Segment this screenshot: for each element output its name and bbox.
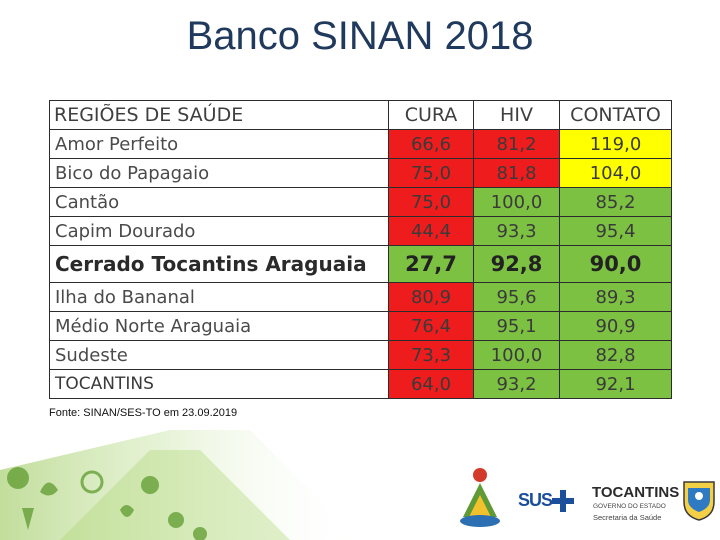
contato-cell: 92,1 <box>559 369 672 399</box>
tocantins-brand: TOCANTINS <box>592 484 680 501</box>
cura-cell: 27,7 <box>388 245 474 283</box>
footer-decoration <box>0 430 360 540</box>
contato-cell: 119,0 <box>559 129 672 159</box>
header-cura: CURA <box>388 100 474 130</box>
cura-cell: 66,6 <box>388 129 474 159</box>
secretaria-text: Secretaria da Saúde <box>593 513 662 522</box>
region-cell: Cerrado Tocantins Araguaia <box>49 245 389 283</box>
hiv-cell: 81,8 <box>473 158 560 188</box>
region-cell: Cantão <box>49 187 389 217</box>
table-row: Amor Perfeito 66,6 81,2 119,0 <box>49 129 672 159</box>
governo-text: GOVERNO DO ESTADO <box>593 503 666 510</box>
source-note: Fonte: SINAN/SES-TO em 23.09.2019 <box>49 407 238 419</box>
tb-program-logo-icon <box>460 468 500 527</box>
region-cell: Médio Norte Araguaia <box>49 311 389 341</box>
header-contato: CONTATO <box>559 100 672 130</box>
cura-cell: 76,4 <box>388 311 474 341</box>
contato-cell: 95,4 <box>559 216 672 246</box>
table-header-row: REGIÕES DE SAÚDE CURA HIV CONTATO <box>49 100 672 130</box>
cura-cell: 75,0 <box>388 187 474 217</box>
page-title: Banco SINAN 2018 <box>186 14 534 58</box>
table-row: Sudeste 73,3 100,0 82,8 <box>49 340 672 370</box>
table-row: Cerrado Tocantins Araguaia 27,7 92,8 90,0 <box>49 245 672 283</box>
contato-cell: 90,9 <box>559 311 672 341</box>
hiv-cell: 93,3 <box>473 216 560 246</box>
hiv-cell: 81,2 <box>473 129 560 159</box>
header-hiv: HIV <box>473 100 560 130</box>
cura-cell: 80,9 <box>388 282 474 312</box>
contato-cell: 90,0 <box>559 245 672 283</box>
region-cell: Sudeste <box>49 340 389 370</box>
cura-cell: 75,0 <box>388 158 474 188</box>
contato-cell: 85,2 <box>559 187 672 217</box>
sus-logo: SUS <box>518 490 553 510</box>
region-cell: Amor Perfeito <box>49 129 389 159</box>
hiv-cell: 95,6 <box>473 282 560 312</box>
state-coat-of-arms-icon <box>683 481 715 521</box>
contato-cell: 82,8 <box>559 340 672 370</box>
table-row: Ilha do Bananal 80,9 95,6 89,3 <box>49 282 672 312</box>
footer-logos: SUS TOCANTINS GOVERNO DO ESTADO Secretar… <box>450 472 720 532</box>
hiv-cell: 93,2 <box>473 369 560 399</box>
sus-cross-icon <box>552 490 574 512</box>
hiv-cell: 100,0 <box>473 187 560 217</box>
indicators-table: REGIÕES DE SAÚDE CURA HIV CONTATO Amor P… <box>49 100 672 399</box>
table-row: TOCANTINS 64,0 93,2 92,1 <box>49 369 672 399</box>
header-region: REGIÕES DE SAÚDE <box>49 100 389 130</box>
region-cell: Bico do Papagaio <box>49 158 389 188</box>
health-icon <box>7 467 207 540</box>
contato-cell: 89,3 <box>559 282 672 312</box>
hiv-cell: 100,0 <box>473 340 560 370</box>
table-row: Médio Norte Araguaia 76,4 95,1 90,9 <box>49 311 672 341</box>
contato-cell: 104,0 <box>559 158 672 188</box>
hiv-cell: 95,1 <box>473 311 560 341</box>
hiv-cell: 92,8 <box>473 245 560 283</box>
cura-cell: 73,3 <box>388 340 474 370</box>
region-cell: Capim Dourado <box>49 216 389 246</box>
region-cell: TOCANTINS <box>49 369 389 399</box>
cura-cell: 44,4 <box>388 216 474 246</box>
table-row: Bico do Papagaio 75,0 81,8 104,0 <box>49 158 672 188</box>
table-row: Capim Dourado 44,4 93,3 95,4 <box>49 216 672 246</box>
table-row: Cantão 75,0 100,0 85,2 <box>49 187 672 217</box>
region-cell: Ilha do Bananal <box>49 282 389 312</box>
cura-cell: 64,0 <box>388 369 474 399</box>
